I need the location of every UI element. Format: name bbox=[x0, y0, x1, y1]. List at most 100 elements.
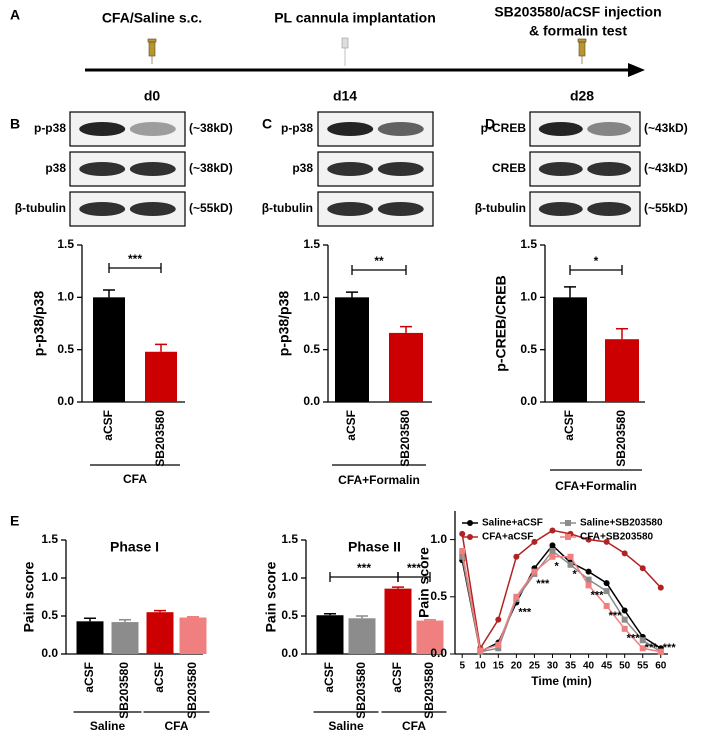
blot-protein: β-tubulin bbox=[262, 201, 313, 215]
bar bbox=[384, 588, 412, 654]
series-line bbox=[461, 550, 661, 653]
timeline-label: CFA/Saline s.c. bbox=[102, 10, 202, 26]
x-tick-label: aCSF bbox=[562, 410, 576, 441]
panel-label: B bbox=[10, 116, 20, 132]
y-tick-label: 0.0 bbox=[41, 646, 58, 660]
point bbox=[495, 641, 502, 648]
point bbox=[549, 553, 556, 560]
blot-protein: p-p38 bbox=[34, 121, 66, 135]
bar bbox=[389, 332, 423, 402]
group-label: CFA bbox=[165, 719, 189, 733]
bar bbox=[316, 615, 344, 654]
blot-band bbox=[79, 122, 126, 136]
timeline-label: & formalin test bbox=[529, 23, 627, 39]
x-tick-label: 30 bbox=[547, 661, 559, 672]
error-bar bbox=[616, 327, 628, 340]
cannula-icon bbox=[341, 37, 349, 66]
blot-protein: β-tubulin bbox=[15, 201, 66, 215]
x-tick-label: aCSF bbox=[322, 662, 336, 693]
point bbox=[513, 593, 520, 600]
group-label: Saline bbox=[90, 719, 126, 733]
blot-band bbox=[129, 122, 176, 136]
timeline-label: SB203580/aCSF injection bbox=[494, 4, 661, 20]
error-bar bbox=[187, 616, 199, 618]
y-tick-label: 0.5 bbox=[520, 342, 537, 356]
blot-size: (~38kD) bbox=[189, 121, 233, 135]
point bbox=[459, 553, 466, 560]
blot-protein: p38 bbox=[292, 161, 313, 175]
point bbox=[639, 565, 646, 572]
y-tick-label: 0.5 bbox=[430, 589, 447, 603]
significance-label: *** bbox=[627, 633, 641, 645]
bar bbox=[93, 297, 125, 402]
blot-protein: p-p38 bbox=[281, 121, 313, 135]
significance-label: *** bbox=[518, 606, 532, 618]
blot-band bbox=[129, 162, 176, 176]
chart-title: Phase II bbox=[348, 539, 401, 555]
syringe-icon bbox=[147, 38, 587, 64]
x-tick-label: aCSF bbox=[152, 662, 166, 693]
x-tick-label: 25 bbox=[529, 661, 541, 672]
point bbox=[459, 530, 466, 537]
y-tick-label: 1.5 bbox=[281, 532, 298, 546]
legend-marker bbox=[467, 520, 473, 526]
group-label: CFA+Formalin bbox=[555, 479, 637, 493]
timeline-day: d14 bbox=[333, 88, 357, 104]
y-tick-label: 1.0 bbox=[57, 290, 74, 304]
y-tick-label: 0.0 bbox=[520, 394, 537, 408]
point bbox=[639, 637, 646, 644]
y-tick-label: 0.0 bbox=[430, 646, 447, 660]
y-tick-label: 0.5 bbox=[303, 342, 320, 356]
x-tick-label: 20 bbox=[511, 661, 523, 672]
point bbox=[585, 582, 592, 589]
point bbox=[621, 616, 628, 623]
point bbox=[585, 568, 592, 575]
legend-label: Saline+aCSF bbox=[482, 518, 543, 529]
significance-label: *** bbox=[591, 589, 605, 601]
error-bar bbox=[400, 325, 412, 333]
significance-label: *** bbox=[663, 642, 677, 654]
point bbox=[513, 553, 520, 560]
x-tick-label: SB203580 bbox=[354, 662, 368, 719]
point bbox=[531, 538, 538, 545]
y-axis-label: p-p38/p38 bbox=[276, 291, 292, 357]
significance-bracket bbox=[108, 263, 162, 273]
point bbox=[495, 645, 502, 652]
blot-band bbox=[79, 202, 126, 216]
error-bar bbox=[564, 286, 576, 298]
bar bbox=[76, 621, 104, 654]
point bbox=[477, 647, 484, 654]
point bbox=[459, 548, 466, 555]
legend-label: CFA+SB203580 bbox=[580, 532, 654, 543]
y-tick-label: 0.0 bbox=[281, 646, 298, 660]
y-axis-label: p-CREB/CREB bbox=[493, 275, 509, 371]
point bbox=[603, 580, 610, 587]
y-tick-label: 1.5 bbox=[41, 532, 58, 546]
blot-size: (~43kD) bbox=[644, 121, 688, 135]
x-tick-label: SB203580 bbox=[398, 410, 412, 467]
group-label: CFA+Formalin bbox=[338, 473, 420, 487]
y-axis-label: Pain score bbox=[263, 561, 279, 632]
bar bbox=[348, 618, 376, 654]
error-bar bbox=[154, 609, 166, 613]
y-axis-label: Pain score bbox=[21, 561, 37, 632]
x-tick-label: 45 bbox=[601, 661, 613, 672]
panel-label: C bbox=[262, 116, 272, 132]
blot-band bbox=[327, 202, 374, 216]
blot-size: (~38kD) bbox=[189, 161, 233, 175]
significance-label: *** bbox=[357, 561, 371, 575]
x-tick-label: aCSF bbox=[390, 662, 404, 693]
bar bbox=[416, 620, 444, 654]
point bbox=[567, 553, 574, 560]
panel-label: E bbox=[10, 513, 19, 529]
blot-size: (~55kD) bbox=[189, 201, 233, 215]
group-label: CFA bbox=[123, 472, 147, 486]
x-tick-label: 40 bbox=[583, 661, 595, 672]
significance-label: *** bbox=[407, 561, 421, 575]
panel-label: D bbox=[485, 116, 495, 132]
x-tick-label: 35 bbox=[565, 661, 577, 672]
blot-band bbox=[538, 162, 583, 176]
blot-band bbox=[538, 202, 583, 216]
x-tick-label: SB203580 bbox=[117, 662, 131, 719]
